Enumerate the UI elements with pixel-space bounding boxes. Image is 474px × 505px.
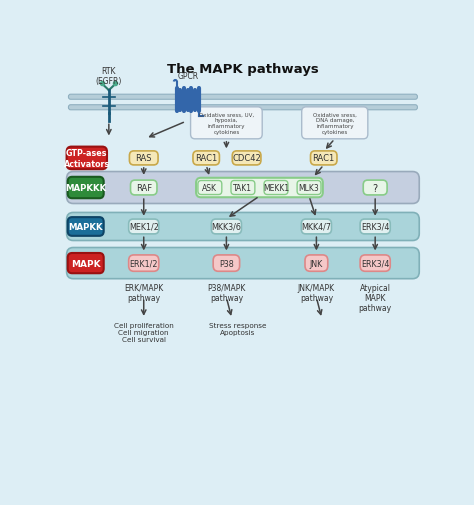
FancyBboxPatch shape	[363, 181, 387, 195]
Text: CDC42: CDC42	[232, 154, 261, 163]
Text: RAC1: RAC1	[313, 154, 335, 163]
FancyBboxPatch shape	[297, 181, 321, 195]
FancyBboxPatch shape	[231, 181, 255, 195]
FancyBboxPatch shape	[232, 152, 261, 166]
Text: Stress response
Apoptosis: Stress response Apoptosis	[209, 322, 266, 335]
FancyBboxPatch shape	[264, 181, 288, 195]
Text: RAS: RAS	[136, 154, 152, 163]
Text: MEK1/2: MEK1/2	[129, 223, 159, 231]
Text: The MAPK pathways: The MAPK pathways	[167, 63, 319, 76]
FancyBboxPatch shape	[301, 220, 331, 234]
Text: P38/MAPK
pathway: P38/MAPK pathway	[207, 283, 246, 302]
FancyBboxPatch shape	[198, 181, 222, 195]
Text: MEKK1: MEKK1	[263, 184, 289, 192]
Text: JNK: JNK	[310, 259, 323, 268]
FancyBboxPatch shape	[193, 152, 219, 166]
Text: ERK3/4: ERK3/4	[361, 223, 389, 231]
FancyBboxPatch shape	[213, 256, 240, 272]
FancyBboxPatch shape	[68, 218, 104, 236]
FancyBboxPatch shape	[128, 256, 159, 272]
FancyBboxPatch shape	[191, 108, 262, 139]
Text: TAK1: TAK1	[233, 184, 253, 192]
Text: RAC1: RAC1	[195, 154, 217, 163]
FancyBboxPatch shape	[301, 108, 368, 139]
Text: P38: P38	[219, 259, 234, 268]
Text: GTP-ases
Activators: GTP-ases Activators	[64, 149, 110, 168]
Text: MLK3: MLK3	[299, 184, 319, 192]
Text: MKK4/7: MKK4/7	[301, 223, 331, 231]
Text: ?: ?	[373, 183, 378, 193]
FancyBboxPatch shape	[129, 152, 158, 166]
FancyBboxPatch shape	[66, 213, 419, 241]
Text: MAPK: MAPK	[71, 259, 100, 268]
FancyBboxPatch shape	[310, 152, 337, 166]
FancyBboxPatch shape	[66, 248, 419, 279]
Text: MKK3/6: MKK3/6	[211, 223, 241, 231]
Text: Oxidative sress,
DNA damage,
inflammatory
cytokines: Oxidative sress, DNA damage, inflammator…	[313, 113, 357, 135]
Text: Oxidative sress, UV,
hypoxia,
inflammatory
cytokines: Oxidative sress, UV, hypoxia, inflammato…	[199, 113, 254, 135]
FancyBboxPatch shape	[66, 172, 419, 204]
Text: ERK3/4: ERK3/4	[361, 259, 389, 268]
Text: ERK1/2: ERK1/2	[129, 259, 158, 268]
Text: Cell proliferation
Cell migration
Cell survival: Cell proliferation Cell migration Cell s…	[114, 322, 173, 342]
Text: RAF: RAF	[136, 184, 152, 192]
Text: JNK/MAPK
pathway: JNK/MAPK pathway	[298, 283, 335, 302]
Text: MAPKK: MAPKK	[68, 223, 103, 231]
FancyBboxPatch shape	[130, 181, 157, 195]
Text: GPCR: GPCR	[177, 72, 199, 81]
Text: ERK/MAPK
pathway: ERK/MAPK pathway	[124, 283, 164, 302]
Text: RTK
(EGFR): RTK (EGFR)	[96, 67, 122, 86]
FancyBboxPatch shape	[66, 147, 107, 170]
FancyBboxPatch shape	[305, 256, 328, 272]
FancyBboxPatch shape	[68, 95, 418, 100]
Text: MAPKKK: MAPKKK	[65, 184, 106, 192]
FancyBboxPatch shape	[128, 220, 159, 234]
FancyBboxPatch shape	[211, 220, 241, 234]
FancyBboxPatch shape	[196, 178, 323, 198]
Text: ASK: ASK	[202, 184, 218, 192]
FancyBboxPatch shape	[68, 254, 104, 274]
FancyBboxPatch shape	[360, 220, 390, 234]
FancyBboxPatch shape	[360, 256, 390, 272]
FancyBboxPatch shape	[68, 106, 418, 111]
FancyBboxPatch shape	[68, 177, 104, 199]
Text: Atypical
MAPK
pathway: Atypical MAPK pathway	[359, 283, 392, 313]
